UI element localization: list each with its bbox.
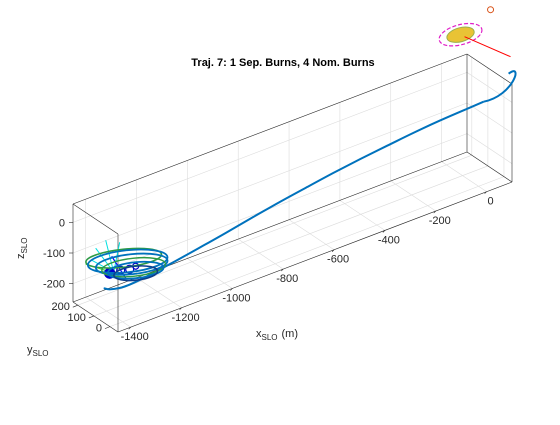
grid-line-z-back bbox=[72, 102, 468, 254]
trajectory-series bbox=[85, 70, 517, 291]
trajectory-line bbox=[103, 100, 484, 291]
grid-line-z-side bbox=[466, 102, 513, 134]
grid-line-x-floor bbox=[339, 200, 386, 231]
grid-line-x-floor bbox=[187, 258, 233, 289]
grid-lines bbox=[72, 57, 513, 328]
y-tick-mark bbox=[72, 304, 78, 308]
x-tick-mark bbox=[179, 307, 182, 311]
trajectory-hook bbox=[483, 70, 517, 103]
grid-line-x-floor bbox=[441, 161, 487, 192]
x-tick-label: 0 bbox=[488, 196, 494, 208]
target-body bbox=[446, 26, 475, 43]
grid-line-y-floor bbox=[93, 165, 488, 317]
grid-line-x-floor bbox=[390, 180, 436, 212]
z-tick-label: -100 bbox=[43, 248, 65, 260]
trajectory-loop bbox=[106, 260, 165, 280]
axes-box bbox=[72, 53, 513, 333]
x-tick-mark bbox=[128, 326, 131, 330]
burn-vector bbox=[464, 36, 511, 58]
grid-line-x-floor bbox=[85, 296, 131, 328]
y-tick-mark bbox=[88, 315, 95, 319]
trajectory-loop bbox=[86, 248, 169, 274]
z-tick-labels: -200 -100 0 bbox=[43, 217, 73, 291]
z-axis-label: zSLO bbox=[15, 237, 29, 259]
x-tick-mark bbox=[230, 288, 233, 291]
x-tick-label: -800 bbox=[276, 273, 298, 285]
grid-line-z-back bbox=[72, 72, 468, 223]
trajectory-loop bbox=[94, 252, 169, 276]
x-tick-mark bbox=[382, 230, 386, 233]
z-tick-label: -200 bbox=[43, 279, 65, 291]
grid-line-z-back bbox=[72, 133, 468, 284]
box-edge bbox=[466, 151, 513, 183]
box-edge bbox=[72, 301, 119, 333]
x-tick-label: -1200 bbox=[171, 312, 199, 324]
y-tick-label: 0 bbox=[96, 323, 102, 335]
y-tick-mark bbox=[104, 326, 111, 329]
y-tick-label: 100 bbox=[68, 312, 86, 324]
target-orbit bbox=[438, 22, 483, 47]
box-edge bbox=[72, 53, 468, 205]
x-tick-label: -1400 bbox=[121, 331, 149, 343]
x-axis-label: xSLO (m) bbox=[256, 328, 298, 342]
sep-vector bbox=[105, 240, 115, 273]
x-tick-label: -1000 bbox=[222, 292, 250, 304]
trajectory-loop bbox=[85, 247, 163, 269]
box-edge bbox=[72, 151, 468, 303]
trajectory-decorations bbox=[85, 6, 511, 279]
y-tick-label: 200 bbox=[51, 301, 69, 313]
burn-marker bbox=[125, 264, 135, 274]
z-tick-label: 0 bbox=[59, 217, 65, 229]
x-tick-label: -400 bbox=[378, 234, 400, 246]
x-tick-mark bbox=[331, 249, 335, 252]
trajectory-loop bbox=[113, 265, 159, 282]
grid-line-z-side bbox=[466, 133, 513, 164]
x-tick-mark bbox=[484, 191, 487, 194]
chart-title: Traj. 7: 1 Sep. Burns, 4 Nom. Burns bbox=[191, 57, 374, 69]
y-axis-label: ySLO bbox=[27, 344, 49, 358]
start-marker bbox=[487, 6, 495, 14]
box-edge bbox=[117, 181, 513, 333]
x-tick-label: -200 bbox=[429, 215, 451, 227]
trajectory-loop bbox=[101, 256, 167, 278]
grid-line-x-floor bbox=[288, 219, 335, 250]
x-tick-mark bbox=[433, 210, 436, 214]
grid-line-y-floor bbox=[109, 176, 505, 327]
box-edge bbox=[72, 203, 119, 235]
grid-line-x-floor bbox=[238, 238, 284, 270]
grid-line-z-side bbox=[466, 72, 513, 103]
box-edge bbox=[466, 53, 513, 85]
grid-line-y-floor bbox=[77, 154, 472, 306]
x-tick-mark bbox=[281, 268, 284, 272]
x-tick-labels: -1400 -1200 -1000 -800 -600 -400 -200 0 bbox=[121, 191, 494, 343]
x-tick-label: -600 bbox=[327, 254, 349, 266]
grid-line-x-floor bbox=[136, 277, 182, 309]
